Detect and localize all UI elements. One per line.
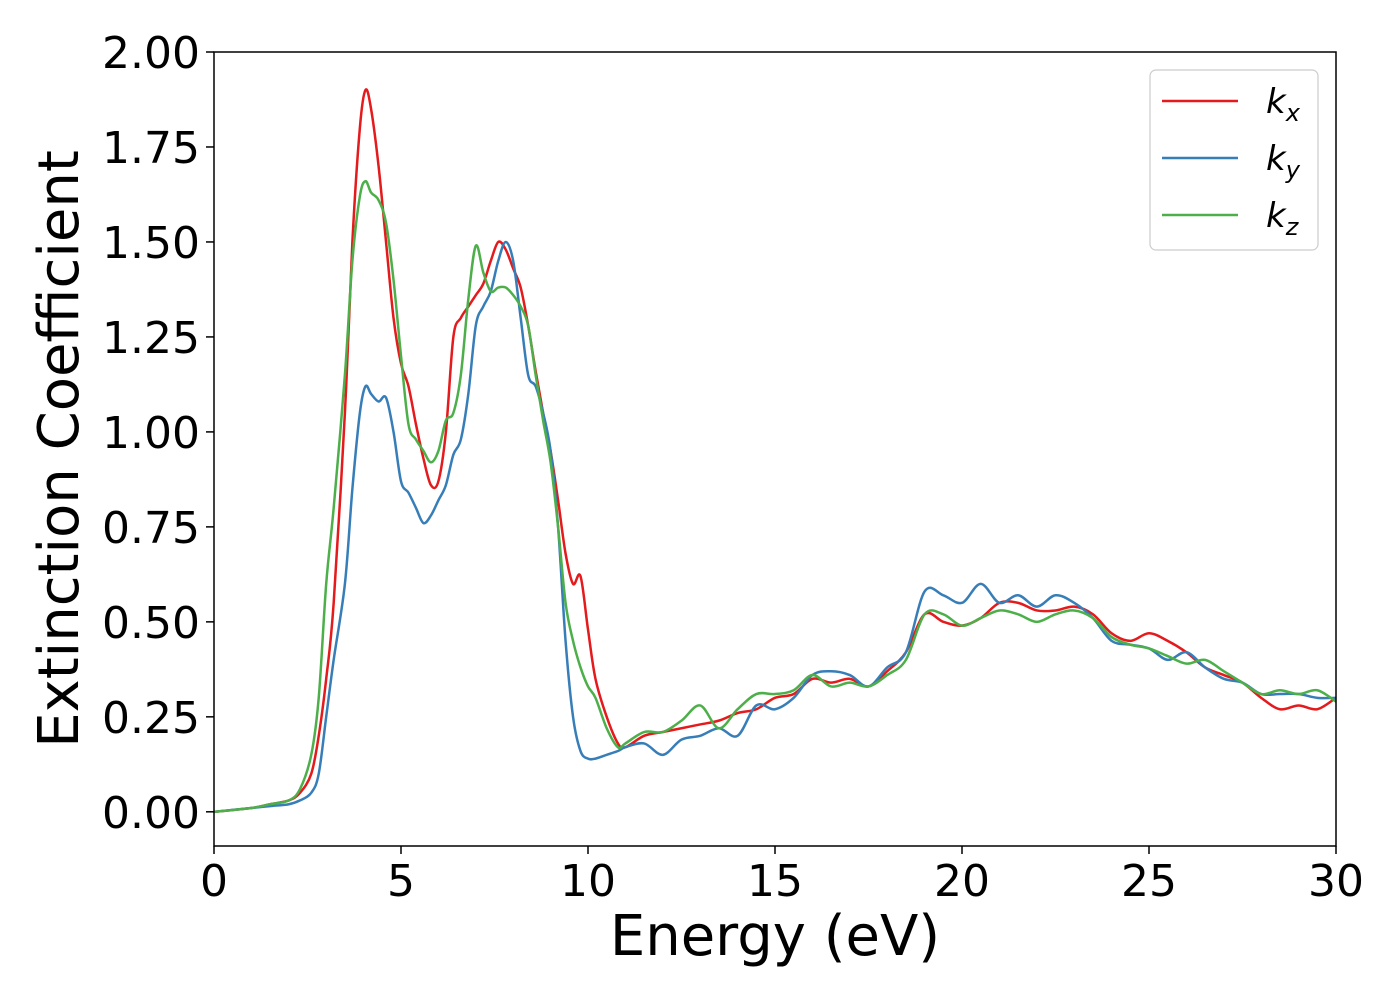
series-line-k-y — [213, 240, 1337, 814]
y-tick-label: 1.25 — [102, 313, 200, 364]
x-tick-label: 25 — [1121, 856, 1177, 907]
y-tick-label: 0.25 — [102, 693, 200, 744]
x-tick-label: 15 — [747, 856, 803, 907]
x-axis: 0 5 10 15 20 25 30 — [200, 846, 1364, 907]
y-axis: 0.00 0.25 0.50 0.75 1.00 1.25 1.50 1.75 2.00 — [102, 28, 214, 839]
legend-label: kz — [1266, 196, 1300, 241]
legend-label: kx — [1266, 82, 1301, 127]
legend-label: ky — [1266, 139, 1301, 184]
x-tick-label: 30 — [1308, 856, 1364, 907]
x-axis-title: Energy (eV) — [610, 904, 940, 969]
x-tick-label: 0 — [200, 856, 228, 907]
y-tick-label: 0.75 — [102, 503, 200, 554]
y-tick-label: 0.00 — [102, 788, 200, 839]
legend: kx ky kz — [1149, 69, 1319, 251]
y-tick-label: 1.75 — [102, 123, 200, 174]
legend-box — [1149, 69, 1319, 251]
y-tick-label: 0.50 — [102, 598, 200, 649]
y-axis-title: Extinction Coefficient — [27, 150, 92, 748]
y-tick-label: 1.00 — [102, 408, 200, 459]
x-tick-label: 20 — [934, 856, 990, 907]
series-line-k-z — [213, 179, 1337, 814]
y-tick-label: 1.50 — [102, 218, 200, 269]
plot-lines — [213, 88, 1337, 814]
x-tick-label: 5 — [387, 856, 415, 907]
series-line-k-x — [213, 88, 1337, 814]
y-tick-label: 2.00 — [102, 28, 200, 79]
x-tick-label: 10 — [560, 856, 616, 907]
